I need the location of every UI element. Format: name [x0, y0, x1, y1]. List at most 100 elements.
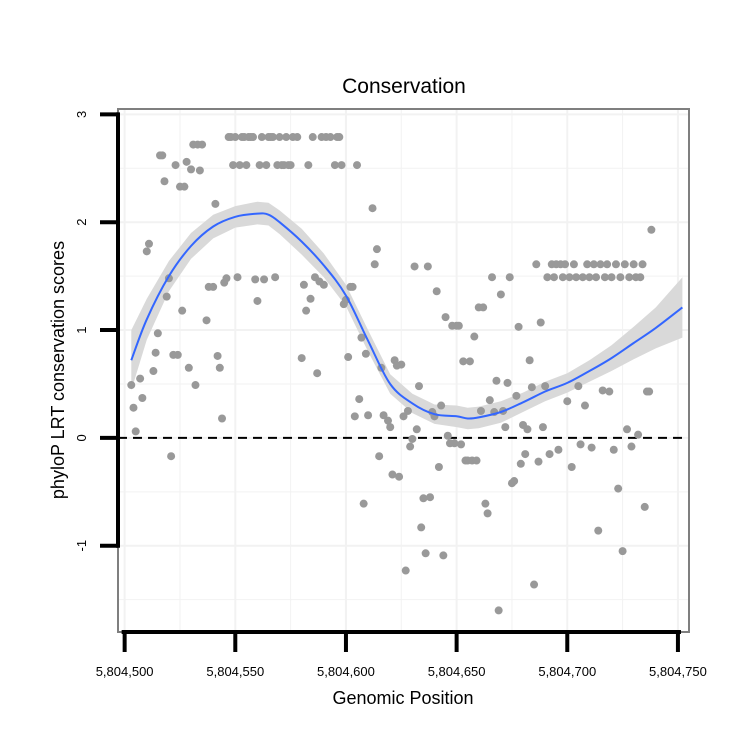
data-point: [180, 182, 189, 191]
chart-title: Conservation: [342, 75, 466, 98]
data-point: [583, 260, 592, 269]
data-point: [423, 262, 432, 271]
data-point: [470, 332, 479, 341]
data-point: [127, 381, 136, 390]
data-point: [302, 306, 311, 315]
data-point: [623, 425, 632, 434]
data-point: [313, 369, 322, 378]
data-point: [255, 161, 264, 170]
data-point: [565, 273, 574, 282]
data-point: [136, 374, 145, 383]
data-point: [625, 273, 634, 282]
data-point: [558, 273, 567, 282]
data-point: [421, 549, 430, 558]
data-point: [299, 280, 308, 289]
data-point: [384, 416, 393, 425]
x-axis: 5,804,500 5,804,550 5,804,600 5,804,650 5,80…: [96, 630, 707, 679]
data-point: [414, 382, 423, 391]
data-point: [505, 273, 514, 282]
data-point: [592, 273, 601, 282]
data-point: [549, 273, 558, 282]
data-point: [131, 427, 140, 436]
data-point: [636, 273, 645, 282]
data-point: [353, 161, 362, 170]
data-point: [218, 414, 227, 423]
data-point: [149, 367, 158, 376]
data-point: [607, 273, 616, 282]
data-point: [178, 306, 187, 315]
data-point: [412, 425, 421, 434]
data-point: [543, 273, 552, 282]
data-point: [521, 450, 530, 459]
data-point: [640, 502, 649, 511]
smooth-fit-line: [130, 212, 684, 420]
data-point: [585, 273, 594, 282]
data-point: [600, 273, 609, 282]
data-point: [372, 245, 381, 254]
data-point: [160, 177, 169, 186]
data-point: [253, 296, 262, 305]
data-point: [308, 133, 317, 142]
data-point: [479, 303, 488, 312]
y-tick-label: 3: [74, 111, 89, 118]
x-tick-label: 5,804,750: [649, 664, 707, 679]
data-point: [594, 526, 603, 535]
data-point: [379, 411, 388, 420]
data-point: [483, 509, 492, 518]
data-point: [574, 382, 583, 391]
data-point: [375, 452, 384, 461]
data-point: [512, 391, 521, 400]
data-point: [268, 133, 277, 142]
data-point: [229, 161, 238, 170]
data-point: [395, 472, 404, 481]
data-point: [589, 260, 598, 269]
data-point: [242, 161, 251, 170]
data-point: [472, 456, 481, 465]
data-point: [525, 356, 534, 365]
data-point: [516, 459, 525, 468]
data-point: [215, 363, 224, 372]
data-point: [171, 161, 180, 170]
data-point: [627, 442, 636, 451]
data-point: [399, 412, 408, 421]
data-point: [151, 348, 160, 357]
data-point: [596, 260, 605, 269]
data-point: [426, 493, 435, 502]
data-point: [532, 260, 541, 269]
data-point: [494, 606, 503, 615]
data-point: [647, 225, 656, 234]
data-point: [536, 318, 545, 327]
data-point: [439, 551, 448, 560]
data-point: [357, 333, 366, 342]
data-point: [235, 161, 244, 170]
data-point: [275, 133, 284, 142]
confidence-band: [131, 201, 683, 430]
data-point: [401, 566, 410, 575]
data-point: [257, 133, 266, 142]
data-point: [129, 403, 138, 412]
data-point: [527, 383, 536, 392]
data-point: [629, 260, 638, 269]
data-point: [417, 523, 426, 532]
data-point: [344, 353, 353, 362]
y-axis: -1 0 1 2 3: [74, 111, 120, 551]
x-tick-label: 5,804,550: [206, 664, 264, 679]
data-point: [598, 386, 607, 395]
points-group: [127, 133, 656, 615]
data-point: [580, 401, 589, 410]
data-point: [213, 351, 222, 360]
data-point: [406, 442, 415, 451]
data-point: [476, 406, 485, 415]
data-point: [167, 452, 176, 461]
data-point: [645, 387, 654, 396]
x-tick-label: 5,804,650: [428, 664, 486, 679]
data-point: [554, 445, 563, 454]
data-point: [572, 273, 581, 282]
data-point: [514, 322, 523, 331]
data-point: [304, 161, 313, 170]
data-point: [530, 580, 539, 589]
data-point: [187, 165, 196, 174]
data-point: [182, 157, 191, 166]
data-point: [634, 430, 643, 439]
